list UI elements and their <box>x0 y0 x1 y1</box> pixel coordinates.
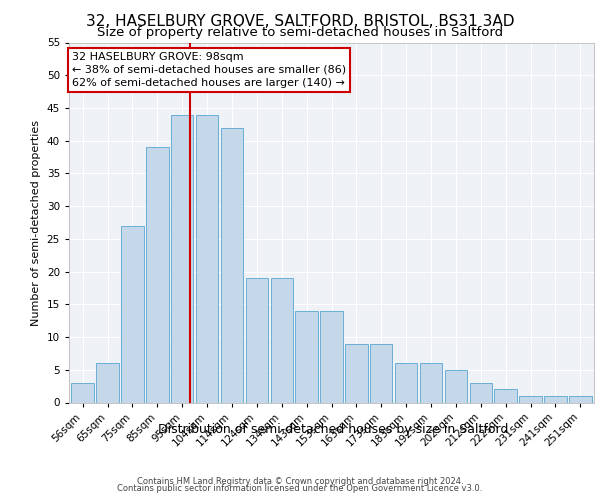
Bar <box>395 363 418 403</box>
Bar <box>196 114 218 403</box>
Bar <box>121 226 143 402</box>
Bar <box>494 390 517 402</box>
Bar <box>370 344 392 402</box>
Y-axis label: Number of semi-detached properties: Number of semi-detached properties <box>31 120 41 326</box>
Bar <box>520 396 542 402</box>
Bar <box>221 128 243 402</box>
Text: Contains public sector information licensed under the Open Government Licence v3: Contains public sector information licen… <box>118 484 482 493</box>
Bar <box>544 396 566 402</box>
Bar <box>171 114 193 403</box>
Bar <box>470 383 492 402</box>
Bar <box>569 396 592 402</box>
Bar <box>271 278 293 402</box>
Bar <box>320 311 343 402</box>
Bar <box>295 311 318 402</box>
Bar <box>146 147 169 403</box>
Bar <box>71 383 94 402</box>
Text: Size of property relative to semi-detached houses in Saltford: Size of property relative to semi-detach… <box>97 26 503 39</box>
Bar <box>245 278 268 402</box>
Text: Distribution of semi-detached houses by size in Saltford: Distribution of semi-detached houses by … <box>158 422 508 436</box>
Bar <box>97 363 119 403</box>
Text: 32, HASELBURY GROVE, SALTFORD, BRISTOL, BS31 3AD: 32, HASELBURY GROVE, SALTFORD, BRISTOL, … <box>86 14 514 29</box>
Bar <box>420 363 442 403</box>
Text: 32 HASELBURY GROVE: 98sqm
← 38% of semi-detached houses are smaller (86)
62% of : 32 HASELBURY GROVE: 98sqm ← 38% of semi-… <box>71 52 346 88</box>
Text: Contains HM Land Registry data © Crown copyright and database right 2024.: Contains HM Land Registry data © Crown c… <box>137 477 463 486</box>
Bar <box>345 344 368 402</box>
Bar <box>445 370 467 402</box>
